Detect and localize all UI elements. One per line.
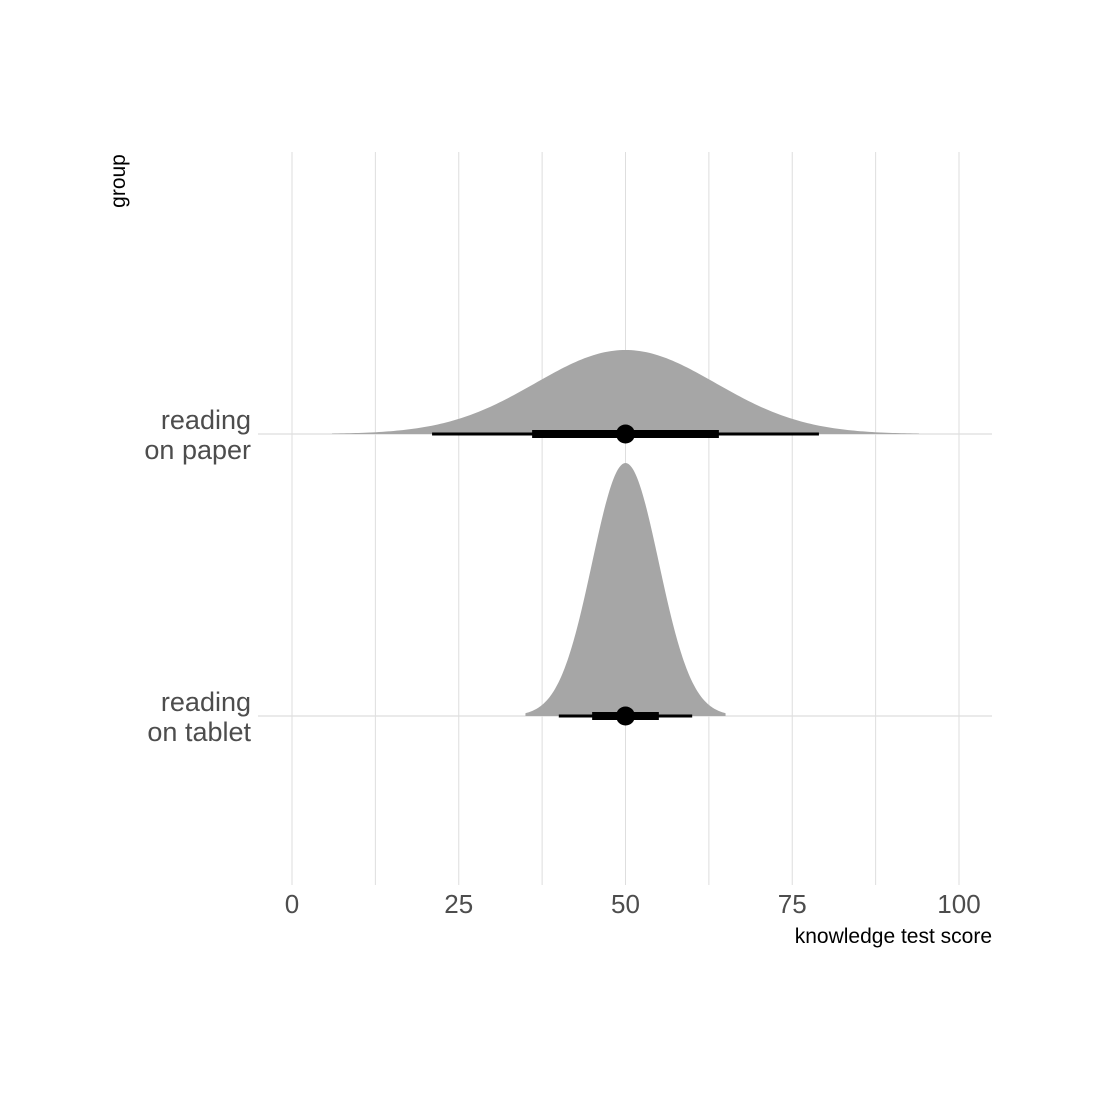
x-axis-title: knowledge test score — [795, 925, 992, 948]
intervals — [432, 424, 819, 726]
group-label: reading on paper — [144, 405, 251, 465]
x-tick-label: 75 — [778, 889, 807, 919]
density-curve — [525, 463, 726, 716]
group-label-line: reading — [161, 687, 251, 717]
x-tick-label: 0 — [285, 889, 299, 919]
group-label-line: on tablet — [147, 717, 251, 747]
x-tick-label: 25 — [444, 889, 473, 919]
x-tick-label: 100 — [937, 889, 980, 919]
x-tick-label: 50 — [611, 889, 640, 919]
group-label: reading on tablet — [147, 687, 251, 747]
density-curve — [332, 350, 919, 434]
y-axis-title: group — [107, 154, 130, 208]
point-estimate — [616, 706, 635, 726]
group-label-line: reading — [161, 405, 251, 435]
group-label-line: on paper — [144, 435, 251, 465]
point-estimate — [616, 424, 635, 444]
density-curves — [332, 350, 919, 716]
